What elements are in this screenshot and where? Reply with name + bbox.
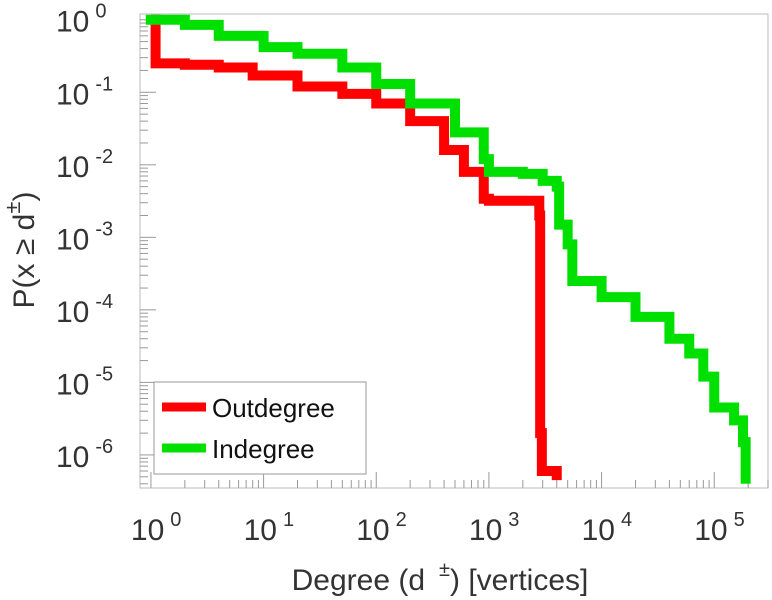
plot-frame — [139, 13, 769, 489]
y-tick-label: 10 -5 — [56, 363, 113, 401]
series-line-outdegree — [150, 14, 562, 481]
x-tick-label: 10 0 — [131, 509, 182, 547]
y-tick-label: 10 -3 — [56, 218, 113, 256]
y-axis-label-prefix: P(x ≥ d — [8, 214, 41, 309]
y-tick-label: 10 -4 — [56, 291, 113, 329]
legend: Outdegree Indegree — [153, 381, 367, 475]
minor-tick-marks — [140, 19, 769, 488]
x-axis-label-prefix: Degree (d — [292, 564, 425, 597]
legend-label-outdegree: Outdegree — [212, 393, 335, 423]
legend-label-indegree: Indegree — [212, 434, 315, 464]
y-tick-label: 10 -1 — [56, 73, 113, 111]
y-tick-label: 10 -2 — [56, 146, 113, 184]
x-tick-label: 10 1 — [244, 509, 295, 547]
series-line-indegree — [145, 14, 751, 484]
x-tick-label: 10 5 — [694, 509, 745, 547]
x-tick-label: 10 2 — [356, 509, 407, 547]
x-axis-label-sup: ± — [439, 559, 450, 581]
series-layer — [145, 14, 751, 484]
legend-box — [153, 381, 367, 475]
y-tick-label: 10 -6 — [56, 436, 113, 474]
x-tick-label: 10 3 — [469, 509, 519, 547]
x-axis-label-suffix: ) [vertices] — [450, 564, 588, 597]
x-tick-labels: 10 0 10 1 10 2 10 3 10 4 10 5 — [131, 509, 745, 547]
x-axis-label: Degree (d ±) [vertices] — [292, 559, 589, 597]
y-axis-label-suffix: ) — [8, 192, 41, 202]
y-axis-label-sup: ± — [0, 202, 25, 214]
y-tick-label: 10 0 — [56, 1, 107, 39]
x-tick-label: 10 4 — [582, 509, 633, 547]
y-axis-label: P(x ≥ d±) — [0, 192, 41, 309]
